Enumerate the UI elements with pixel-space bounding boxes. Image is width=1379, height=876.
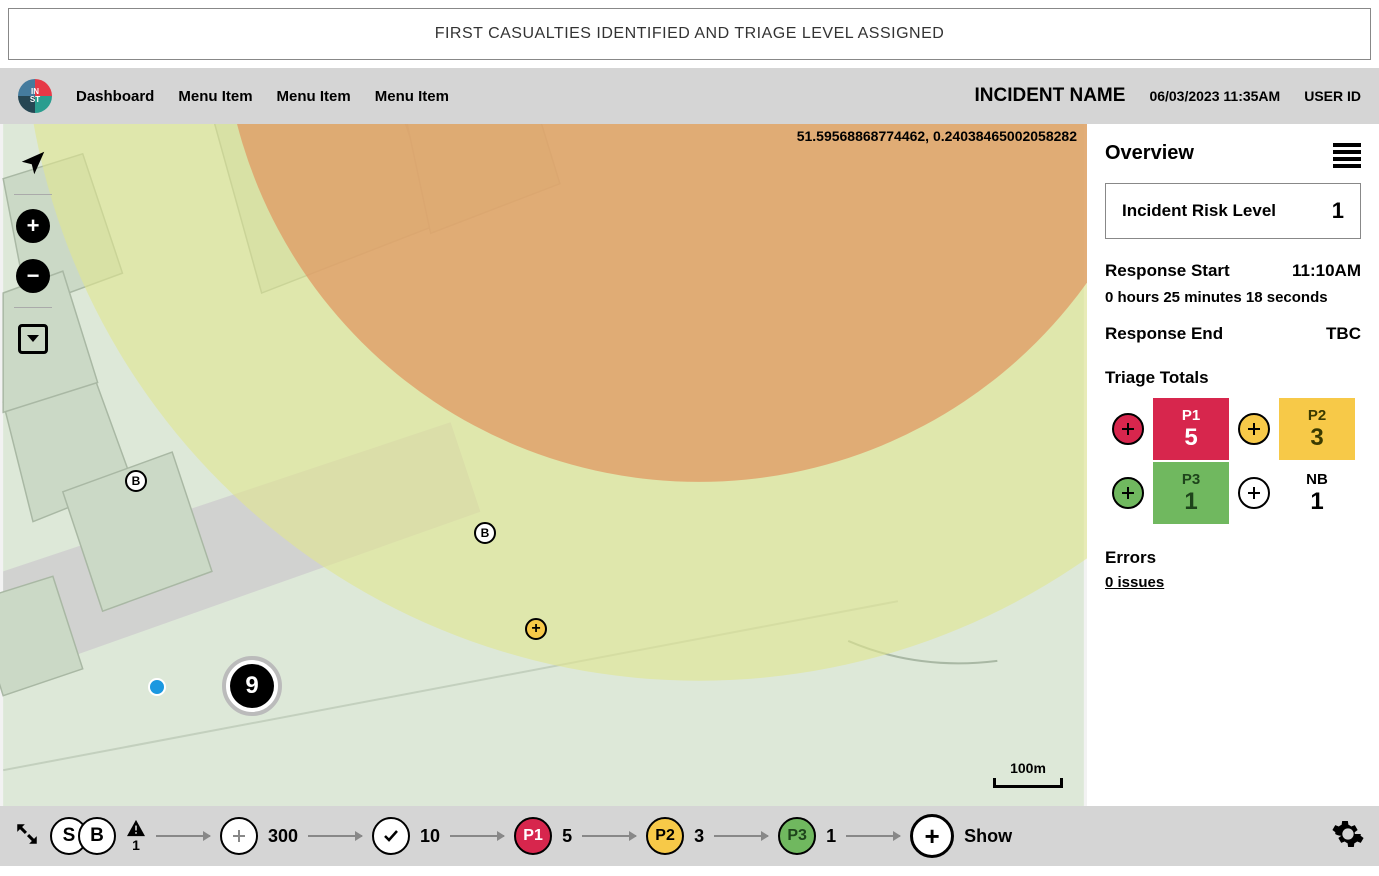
logo[interactable] [18, 79, 52, 113]
p3-count: 1 [1184, 488, 1197, 516]
user-id: USER ID [1304, 88, 1361, 104]
banner: FIRST CASUALTIES IDENTIFIED AND TRIAGE L… [8, 8, 1371, 60]
marker-yellow-plus[interactable]: + [525, 618, 547, 640]
cluster-count: 9 [230, 664, 274, 708]
alert-value: 1 [132, 837, 140, 853]
map-canvas [0, 124, 1087, 806]
show-label: Show [964, 826, 1012, 847]
p2-label: P2 [1308, 407, 1326, 424]
nb-count: 1 [1310, 488, 1323, 516]
plus-icon [1238, 477, 1270, 509]
p2-badge[interactable]: P2 [646, 817, 684, 855]
arrow-sep [714, 835, 768, 837]
sb-toggle[interactable]: S B [50, 817, 116, 855]
p1-label: P1 [1182, 407, 1200, 424]
map-controls: + − [14, 144, 52, 358]
incident-name: INCIDENT NAME [974, 85, 1125, 107]
list-view-button[interactable] [1333, 143, 1361, 165]
plus-icon [1112, 413, 1144, 445]
nav-menu-3[interactable]: Menu Item [375, 88, 449, 105]
nav-dashboard[interactable]: Dashboard [76, 88, 154, 105]
datetime: 06/03/2023 11:35AM [1149, 88, 1280, 104]
arrow-icon [18, 148, 48, 178]
locate-button[interactable] [14, 144, 52, 182]
nav-menu-1[interactable]: Menu Item [178, 88, 252, 105]
layers-button[interactable] [14, 320, 52, 358]
add-p3-button[interactable] [1105, 462, 1151, 524]
add-p1-button[interactable] [1105, 398, 1151, 460]
capacity-button[interactable] [220, 817, 258, 855]
map[interactable]: 51.59568868774462, 0.24038465002058282 +… [0, 124, 1087, 806]
response-start-label: Response Start [1105, 261, 1230, 281]
p1-value: 5 [562, 826, 572, 847]
triage-p1: P15 [1153, 398, 1229, 460]
p2-value: 3 [694, 826, 704, 847]
topbar: Dashboard Menu Item Menu Item Menu Item … [0, 68, 1379, 124]
sidebar: Overview Incident Risk Level 1 Response … [1087, 124, 1379, 806]
triage-nb: NB1 [1279, 462, 1355, 524]
divider [14, 194, 52, 195]
p2-count: 3 [1310, 424, 1323, 452]
marker-blue-dot[interactable] [148, 678, 166, 696]
capacity-value: 300 [268, 826, 298, 847]
p1-count: 5 [1184, 424, 1197, 452]
issues-link[interactable]: 0 issues [1105, 574, 1361, 591]
nb-label: NB [1306, 471, 1328, 488]
zoom-in-button[interactable]: + [14, 207, 52, 245]
marker-b-2[interactable]: B [474, 522, 496, 544]
elapsed-time: 0 hours 25 minutes 18 seconds [1105, 289, 1361, 306]
check-icon [382, 827, 400, 845]
warning-icon [126, 819, 146, 837]
expand-icon [14, 821, 40, 847]
risk-label: Incident Risk Level [1122, 201, 1276, 221]
response-end-label: Response End [1105, 324, 1223, 344]
response-start-value: 11:10AM [1292, 261, 1361, 281]
p1-badge[interactable]: P1 [514, 817, 552, 855]
add-button[interactable]: + [910, 814, 954, 858]
triage-p3: P31 [1153, 462, 1229, 524]
divider [14, 307, 52, 308]
arrow-sep [156, 835, 210, 837]
plus-icon [1238, 413, 1270, 445]
p3-label: P3 [1182, 471, 1200, 488]
map-coords: 51.59568868774462, 0.24038465002058282 [797, 128, 1077, 144]
arrow-sep [308, 835, 362, 837]
arrow-sep [450, 835, 504, 837]
plus-icon [230, 827, 248, 845]
marker-cluster[interactable]: 9 [222, 656, 282, 716]
add-nb-button[interactable] [1231, 462, 1277, 524]
arrow-sep [846, 835, 900, 837]
p3-value: 1 [826, 826, 836, 847]
triage-p2: P23 [1279, 398, 1355, 460]
p3-badge[interactable]: P3 [778, 817, 816, 855]
plus-icon [1112, 477, 1144, 509]
expand-button[interactable] [14, 821, 40, 852]
scale-bar: 100m [993, 760, 1063, 788]
b-button[interactable]: B [78, 817, 116, 855]
check-button[interactable] [372, 817, 410, 855]
zoom-out-button[interactable]: − [14, 257, 52, 295]
check-value: 10 [420, 826, 440, 847]
minus-icon: − [16, 259, 50, 293]
risk-level-box: Incident Risk Level 1 [1105, 183, 1361, 239]
arrow-sep [582, 835, 636, 837]
settings-button[interactable] [1331, 817, 1365, 856]
chevron-down-icon [18, 324, 48, 354]
risk-value: 1 [1332, 198, 1344, 224]
scale-line [993, 778, 1063, 788]
sidebar-title: Overview [1105, 142, 1194, 165]
errors-label: Errors [1105, 548, 1361, 568]
triage-title: Triage Totals [1105, 368, 1361, 388]
nav-menu-2[interactable]: Menu Item [277, 88, 351, 105]
triage-grid: P15 P23 P31 NB1 [1105, 398, 1361, 524]
add-p2-button[interactable] [1231, 398, 1277, 460]
bottombar: S B 1 300 10 P1 5 P2 3 P3 1 + Show [0, 806, 1379, 866]
alert-count[interactable]: 1 [126, 819, 146, 853]
marker-b-1[interactable]: B [125, 470, 147, 492]
gear-icon [1331, 817, 1365, 851]
scale-label: 100m [1010, 760, 1046, 776]
plus-icon: + [16, 209, 50, 243]
response-end-value: TBC [1326, 324, 1361, 344]
